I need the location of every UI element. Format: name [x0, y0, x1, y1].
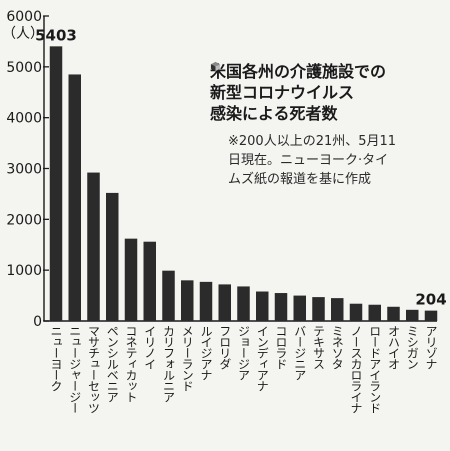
- y-tick-label: 3000: [6, 162, 42, 178]
- category-label: テキサス: [312, 325, 326, 370]
- bar-13: [274, 293, 288, 321]
- category-label: コネティカット: [124, 325, 138, 402]
- category-label: ロードアイランド: [368, 325, 382, 413]
- data-label: 204: [415, 291, 446, 309]
- bar-12: [256, 291, 269, 321]
- bar-1: [49, 46, 63, 321]
- category-label: メリーランド: [180, 325, 194, 391]
- bar-17: [349, 303, 363, 321]
- category-label: オハイオ: [387, 325, 401, 369]
- bar-19: [387, 306, 400, 321]
- bar-2: [68, 74, 81, 321]
- title-line-3: 感染による死者数: [210, 104, 338, 123]
- note-line-3: ムズ紙の報道を基に作成: [228, 172, 372, 187]
- y-tick-label: 1000: [6, 263, 42, 279]
- bar-21: [424, 310, 438, 321]
- y-axis-unit-label: （人）: [2, 26, 44, 42]
- category-label: インディアナ: [255, 325, 269, 392]
- category-label: フロリダ: [218, 325, 232, 370]
- category-label: バージニア: [293, 325, 307, 381]
- category-label: ルイジアナ: [199, 325, 213, 381]
- category-label: カリフォルニア: [162, 325, 176, 403]
- category-label: ペンシルベニア: [105, 325, 119, 403]
- category-label: ミネソタ: [330, 325, 344, 370]
- category-label: ジョージア: [237, 325, 251, 381]
- bar-9: [199, 281, 213, 321]
- category-label: ミシガン: [405, 325, 419, 369]
- category-label: ニューヨーク: [49, 325, 63, 392]
- category-label: ニュージャージー: [68, 325, 82, 413]
- y-tick-label: 0: [33, 314, 42, 330]
- title-text-1: 米国各州の介護施設での: [210, 62, 387, 81]
- bar-16: [331, 298, 344, 321]
- bar-20: [406, 309, 419, 321]
- category-label: イリノイ: [143, 325, 157, 369]
- bar-6: [143, 241, 156, 321]
- data-label: 5403: [35, 26, 77, 44]
- bar-4: [106, 192, 119, 321]
- category-label: マサチューセッツ: [87, 325, 101, 413]
- bar-11: [237, 286, 250, 321]
- bar-15: [312, 297, 325, 321]
- category-label: アリゾナ: [424, 325, 438, 370]
- bar-14: [293, 295, 306, 321]
- category-label: コロラド: [274, 325, 288, 369]
- note-line-1: ※200人以上の21州、5月11: [228, 134, 397, 149]
- y-tick-label: 6000: [6, 9, 42, 25]
- bar-10: [218, 284, 231, 321]
- bar-18: [368, 304, 381, 321]
- category-label: ノースカロライナ: [349, 325, 363, 414]
- chart-title: 米国各州の介護施設での 新型コロナウイルス 感染による死者数: [210, 61, 445, 124]
- bar-7: [162, 270, 175, 321]
- y-tick-label: 4000: [6, 111, 42, 127]
- chart-note: ※200人以上の21州、5月11 日現在。ニューヨーク·タイ ムズ紙の報道を基に…: [228, 132, 443, 189]
- y-tick-label: 2000: [6, 212, 42, 228]
- title-line-1: 米国各州の介護施設での: [210, 61, 445, 82]
- bar-3: [87, 172, 100, 321]
- bar-8: [181, 280, 194, 321]
- note-line-2: 日現在。ニューヨーク·タイ: [228, 153, 389, 168]
- cube-icon: [210, 61, 221, 72]
- title-line-2: 新型コロナウイルス: [210, 83, 355, 102]
- y-tick-label: 5000: [6, 60, 42, 76]
- bar-5: [124, 238, 138, 321]
